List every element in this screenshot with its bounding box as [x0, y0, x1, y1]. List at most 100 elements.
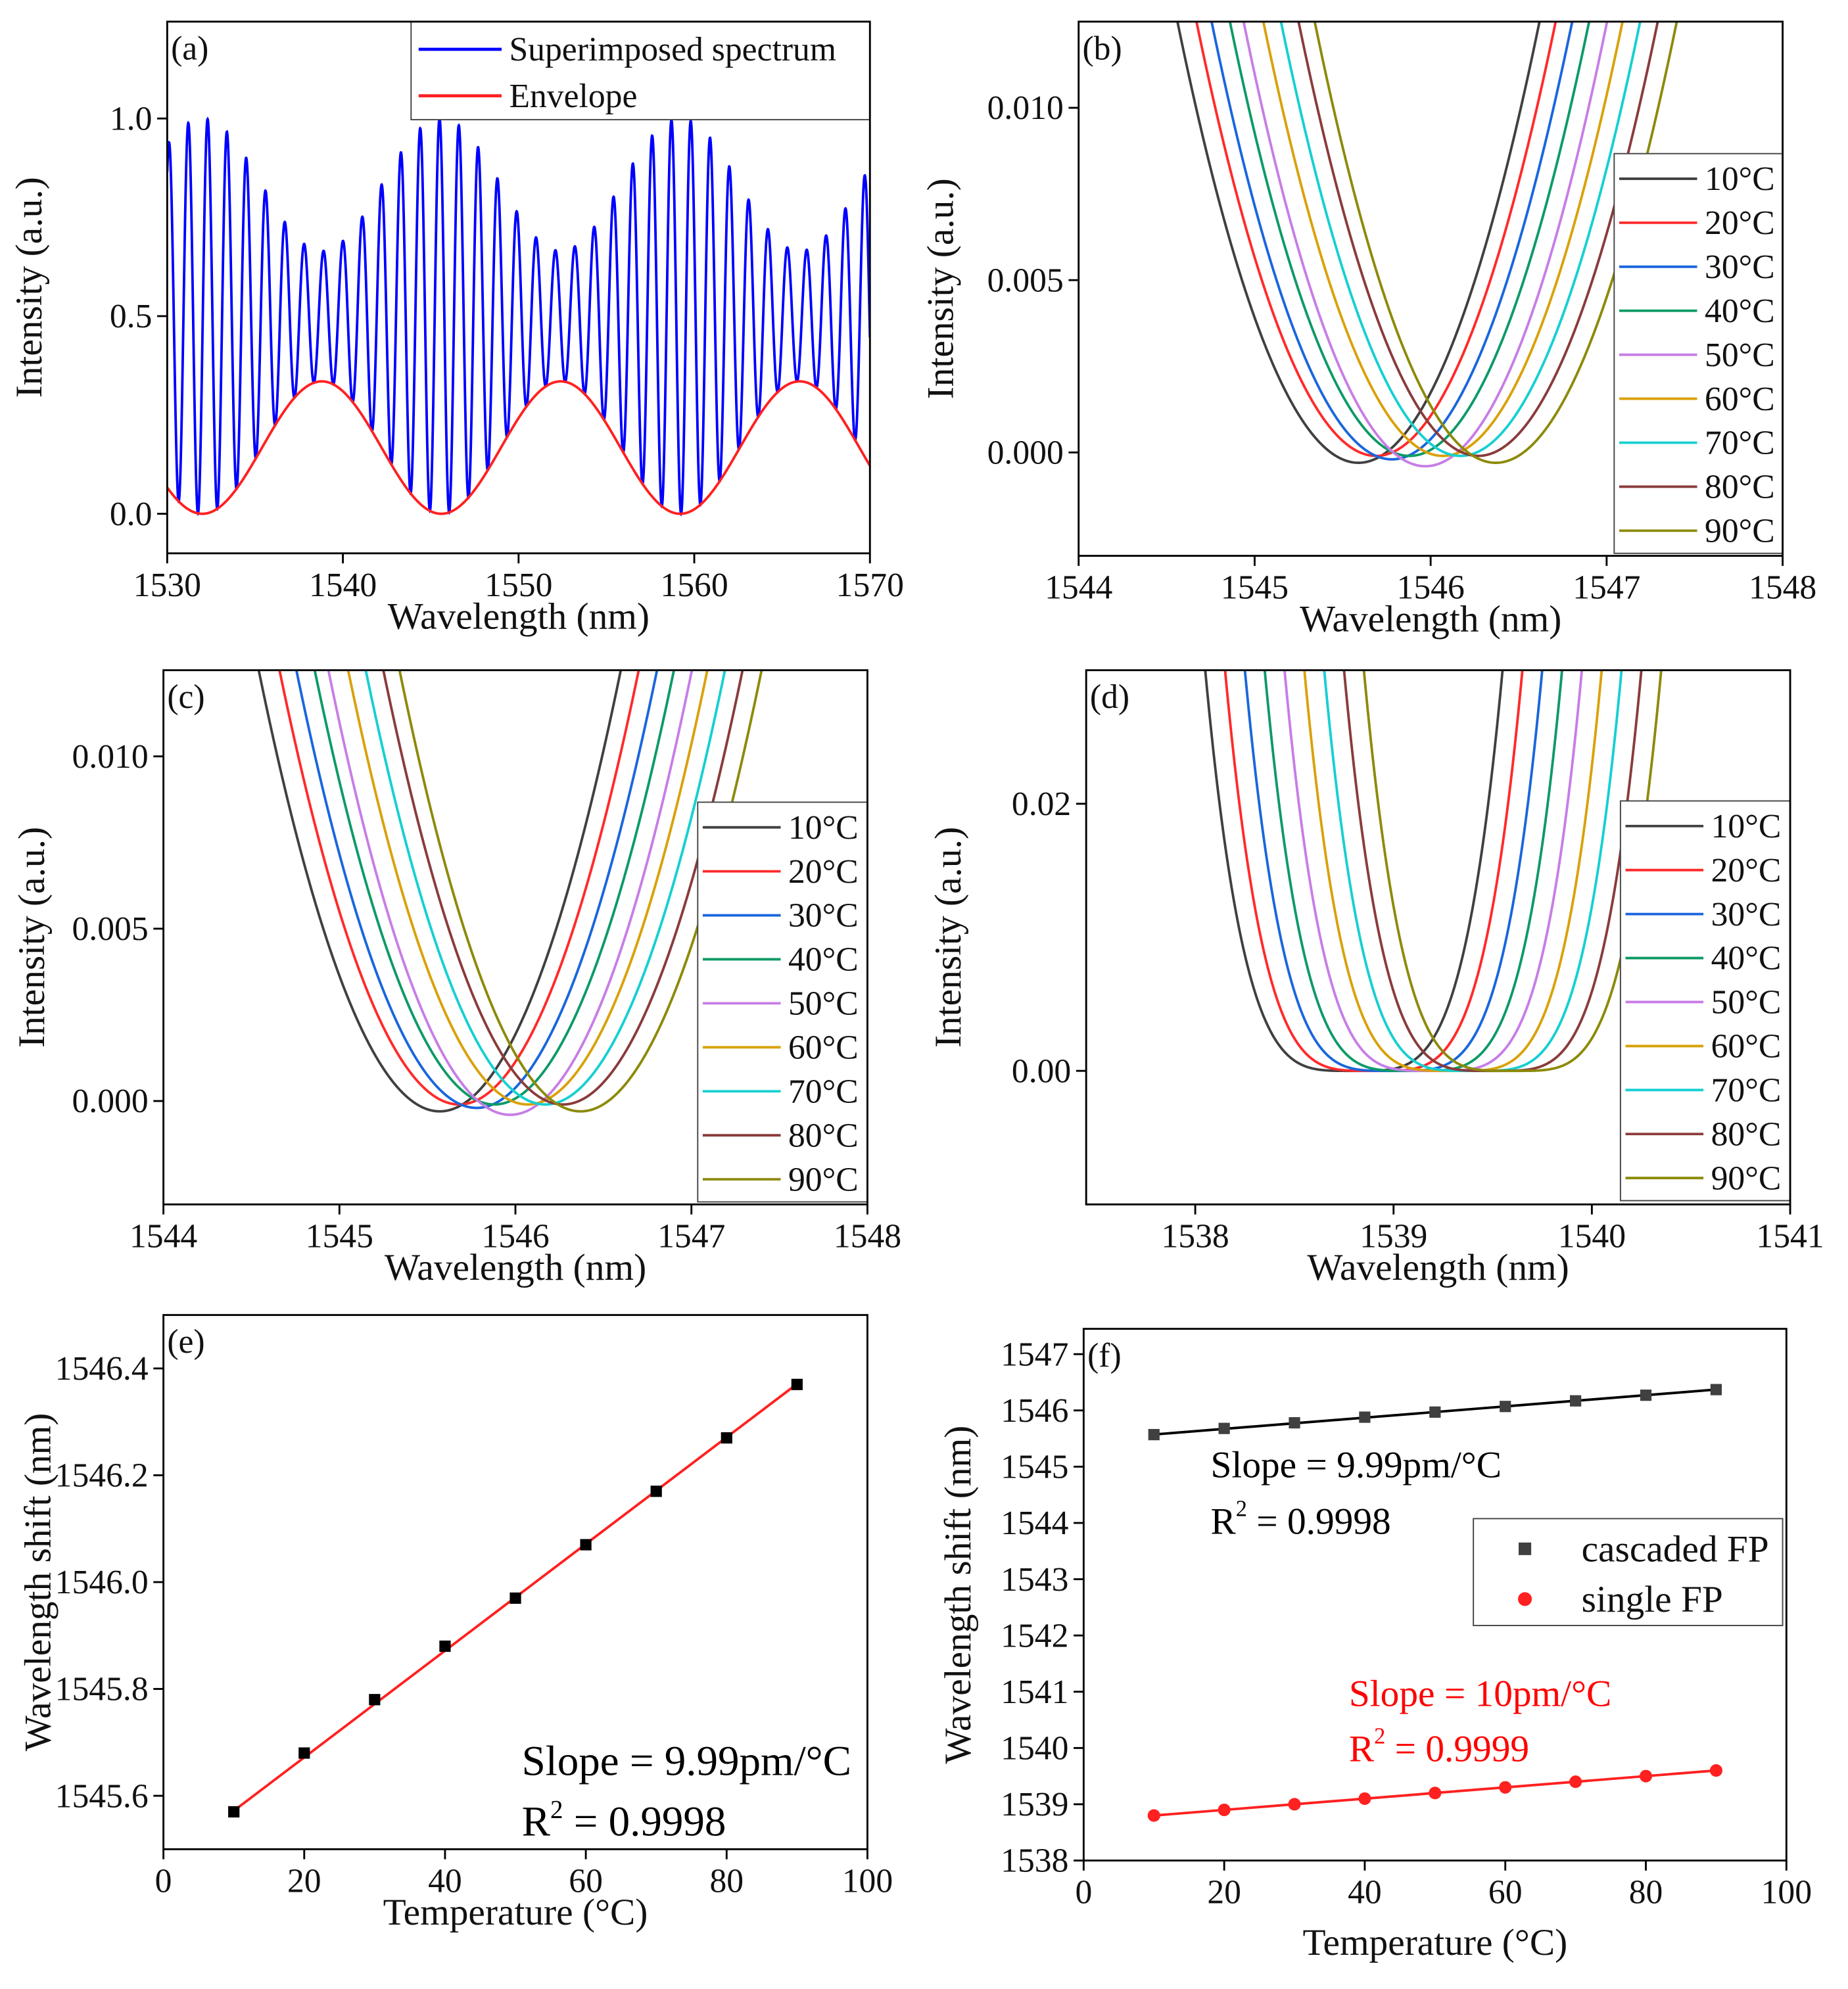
legend-label: 90°C	[1705, 513, 1775, 550]
plot-area	[228, 1378, 803, 1818]
x-tick-label: 1560	[660, 567, 728, 604]
x-axis-label: Wavelength (nm)	[388, 596, 650, 638]
x-tick-label: 1547	[1573, 569, 1640, 607]
axes-frame	[166, 20, 871, 555]
x-tick-label: 1541	[1756, 1217, 1824, 1255]
annotation: R2 = 0.9998	[522, 1796, 726, 1846]
x-tick-label: 1540	[1558, 1217, 1626, 1255]
series-line-30c	[295, 670, 659, 1110]
series-line-10c	[1204, 670, 1504, 1073]
x-tick-label: 80	[709, 1862, 744, 1900]
series-line-90c	[1362, 670, 1663, 1073]
annotation: Slope = 9.99pm/°C	[1210, 1444, 1501, 1486]
y-tick-label: 0.0	[110, 496, 153, 533]
legend-label: 10°C	[1705, 160, 1775, 198]
panel-f: 0 20 40 60 80 100 1538 1539 1540 1541 1542 1543 1544…	[937, 1328, 1812, 1963]
x-axis-label: Temperature (°C)	[383, 1892, 648, 1933]
x-tick-label: 40	[1348, 1874, 1382, 1911]
data-point	[298, 1747, 310, 1759]
annotation-superscript: 2	[1374, 1724, 1385, 1749]
series-line-superimposed-spectrum	[167, 116, 870, 517]
legend-label: 70°C	[1705, 425, 1775, 462]
legend-label: 30°C	[1705, 248, 1775, 286]
legend-label: 20°C	[1705, 204, 1775, 242]
data-point	[1147, 1809, 1160, 1822]
y-tick-label: 1544	[1001, 1505, 1068, 1542]
legend: 10°C 20°C 30°C 40°C 50°C 60°C 70°C 80°C 90°C	[1613, 152, 1784, 554]
y-tick-label: 1546.0	[55, 1564, 149, 1601]
series-line-30c	[1243, 670, 1544, 1073]
x-tick-label: 1548	[1749, 569, 1816, 607]
series-line-90c	[398, 670, 763, 1113]
data-point	[650, 1486, 662, 1497]
data-point	[1429, 1406, 1441, 1418]
legend-label: 80°C	[788, 1117, 859, 1154]
legend-label: 10°C	[1711, 808, 1782, 845]
x-tick-label: 20	[287, 1862, 321, 1900]
annotation: Slope = 9.99pm/°C	[522, 1738, 851, 1785]
annotation-text: R	[1349, 1728, 1375, 1769]
annotation-text: = 0.9998	[1247, 1501, 1391, 1542]
legend-label: 80°C	[1705, 469, 1775, 506]
plot-area	[167, 116, 870, 517]
x-tick-label: 40	[428, 1862, 462, 1900]
annotation-superscript: 2	[1236, 1497, 1247, 1522]
y-tick-label: 1539	[1001, 1786, 1068, 1823]
axes-frame	[162, 669, 868, 1205]
legend-label: 50°C	[1711, 984, 1782, 1021]
x-axis-label: Wavelength (nm)	[1300, 598, 1561, 640]
data-point	[369, 1694, 381, 1706]
data-point	[791, 1378, 803, 1390]
legend-label: cascaded FP	[1582, 1528, 1769, 1570]
y-tick-label: 0.5	[110, 298, 153, 335]
y-tick-label: 0.010	[72, 738, 148, 776]
plot-area	[257, 670, 763, 1116]
series-line-80c	[1342, 670, 1643, 1073]
x-tick-label: 1550	[485, 567, 552, 604]
legend: 10°C 20°C 30°C 40°C 50°C 60°C 70°C 80°C 90°C	[1619, 800, 1791, 1202]
legend-label: 70°C	[788, 1073, 859, 1110]
data-point	[1358, 1792, 1371, 1805]
y-tick-label: 0.00	[1012, 1052, 1071, 1090]
legend-label: 40°C	[1705, 292, 1775, 330]
data-point	[1288, 1798, 1301, 1811]
legend-marker	[1518, 1592, 1532, 1606]
series-line-40c	[313, 670, 676, 1106]
x-tick-label: 1538	[1161, 1217, 1229, 1255]
series-line-20c	[1223, 670, 1524, 1073]
legend-label: 50°C	[788, 985, 859, 1023]
y-axis-label: Intensity (a.u.)	[9, 177, 50, 398]
data-point	[1570, 1395, 1582, 1407]
x-tick-label: 80	[1629, 1874, 1663, 1911]
series-line-60c	[1262, 21, 1624, 457]
x-axis-label: Temperature (°C)	[1302, 1922, 1567, 1963]
data-point	[1710, 1384, 1722, 1395]
panel-a: 1530 1540 1550 1560 1570 0.0 0.5 1.0 Wavelength …	[9, 20, 904, 638]
series-line-80c	[382, 670, 744, 1106]
y-tick-label: 0.005	[987, 262, 1064, 299]
legend-box	[410, 20, 871, 121]
panel-b: 1544 1545 1546 1547 1548 0.000 0.005 0.010 Wavel…	[920, 20, 1816, 640]
annotation: R2 = 0.9999	[1349, 1724, 1529, 1770]
x-tick-label: 20	[1207, 1874, 1241, 1911]
data-point	[1709, 1764, 1722, 1777]
axes-frame	[162, 1314, 868, 1850]
series-line-90c	[1313, 21, 1678, 464]
data-point	[580, 1539, 592, 1551]
data-point	[1289, 1416, 1300, 1429]
y-axis-label: Wavelength shift (nm)	[17, 1413, 59, 1752]
data-point	[228, 1806, 240, 1818]
annotation-text: R	[1210, 1501, 1236, 1542]
legend-label: 40°C	[788, 941, 859, 979]
series-line-10c	[257, 670, 623, 1113]
y-tick-label: 1541	[1001, 1673, 1068, 1711]
legend-label: 90°C	[788, 1161, 859, 1198]
plot-area	[1176, 21, 1678, 468]
axes-frame	[1082, 1328, 1788, 1861]
panel-label: (d)	[1090, 678, 1129, 716]
legend-label: 30°C	[788, 897, 859, 935]
series-line-20c	[278, 670, 640, 1106]
legend-label: 20°C	[1711, 852, 1782, 889]
series-line-60c	[346, 670, 709, 1106]
legend-label: 30°C	[1711, 896, 1782, 933]
